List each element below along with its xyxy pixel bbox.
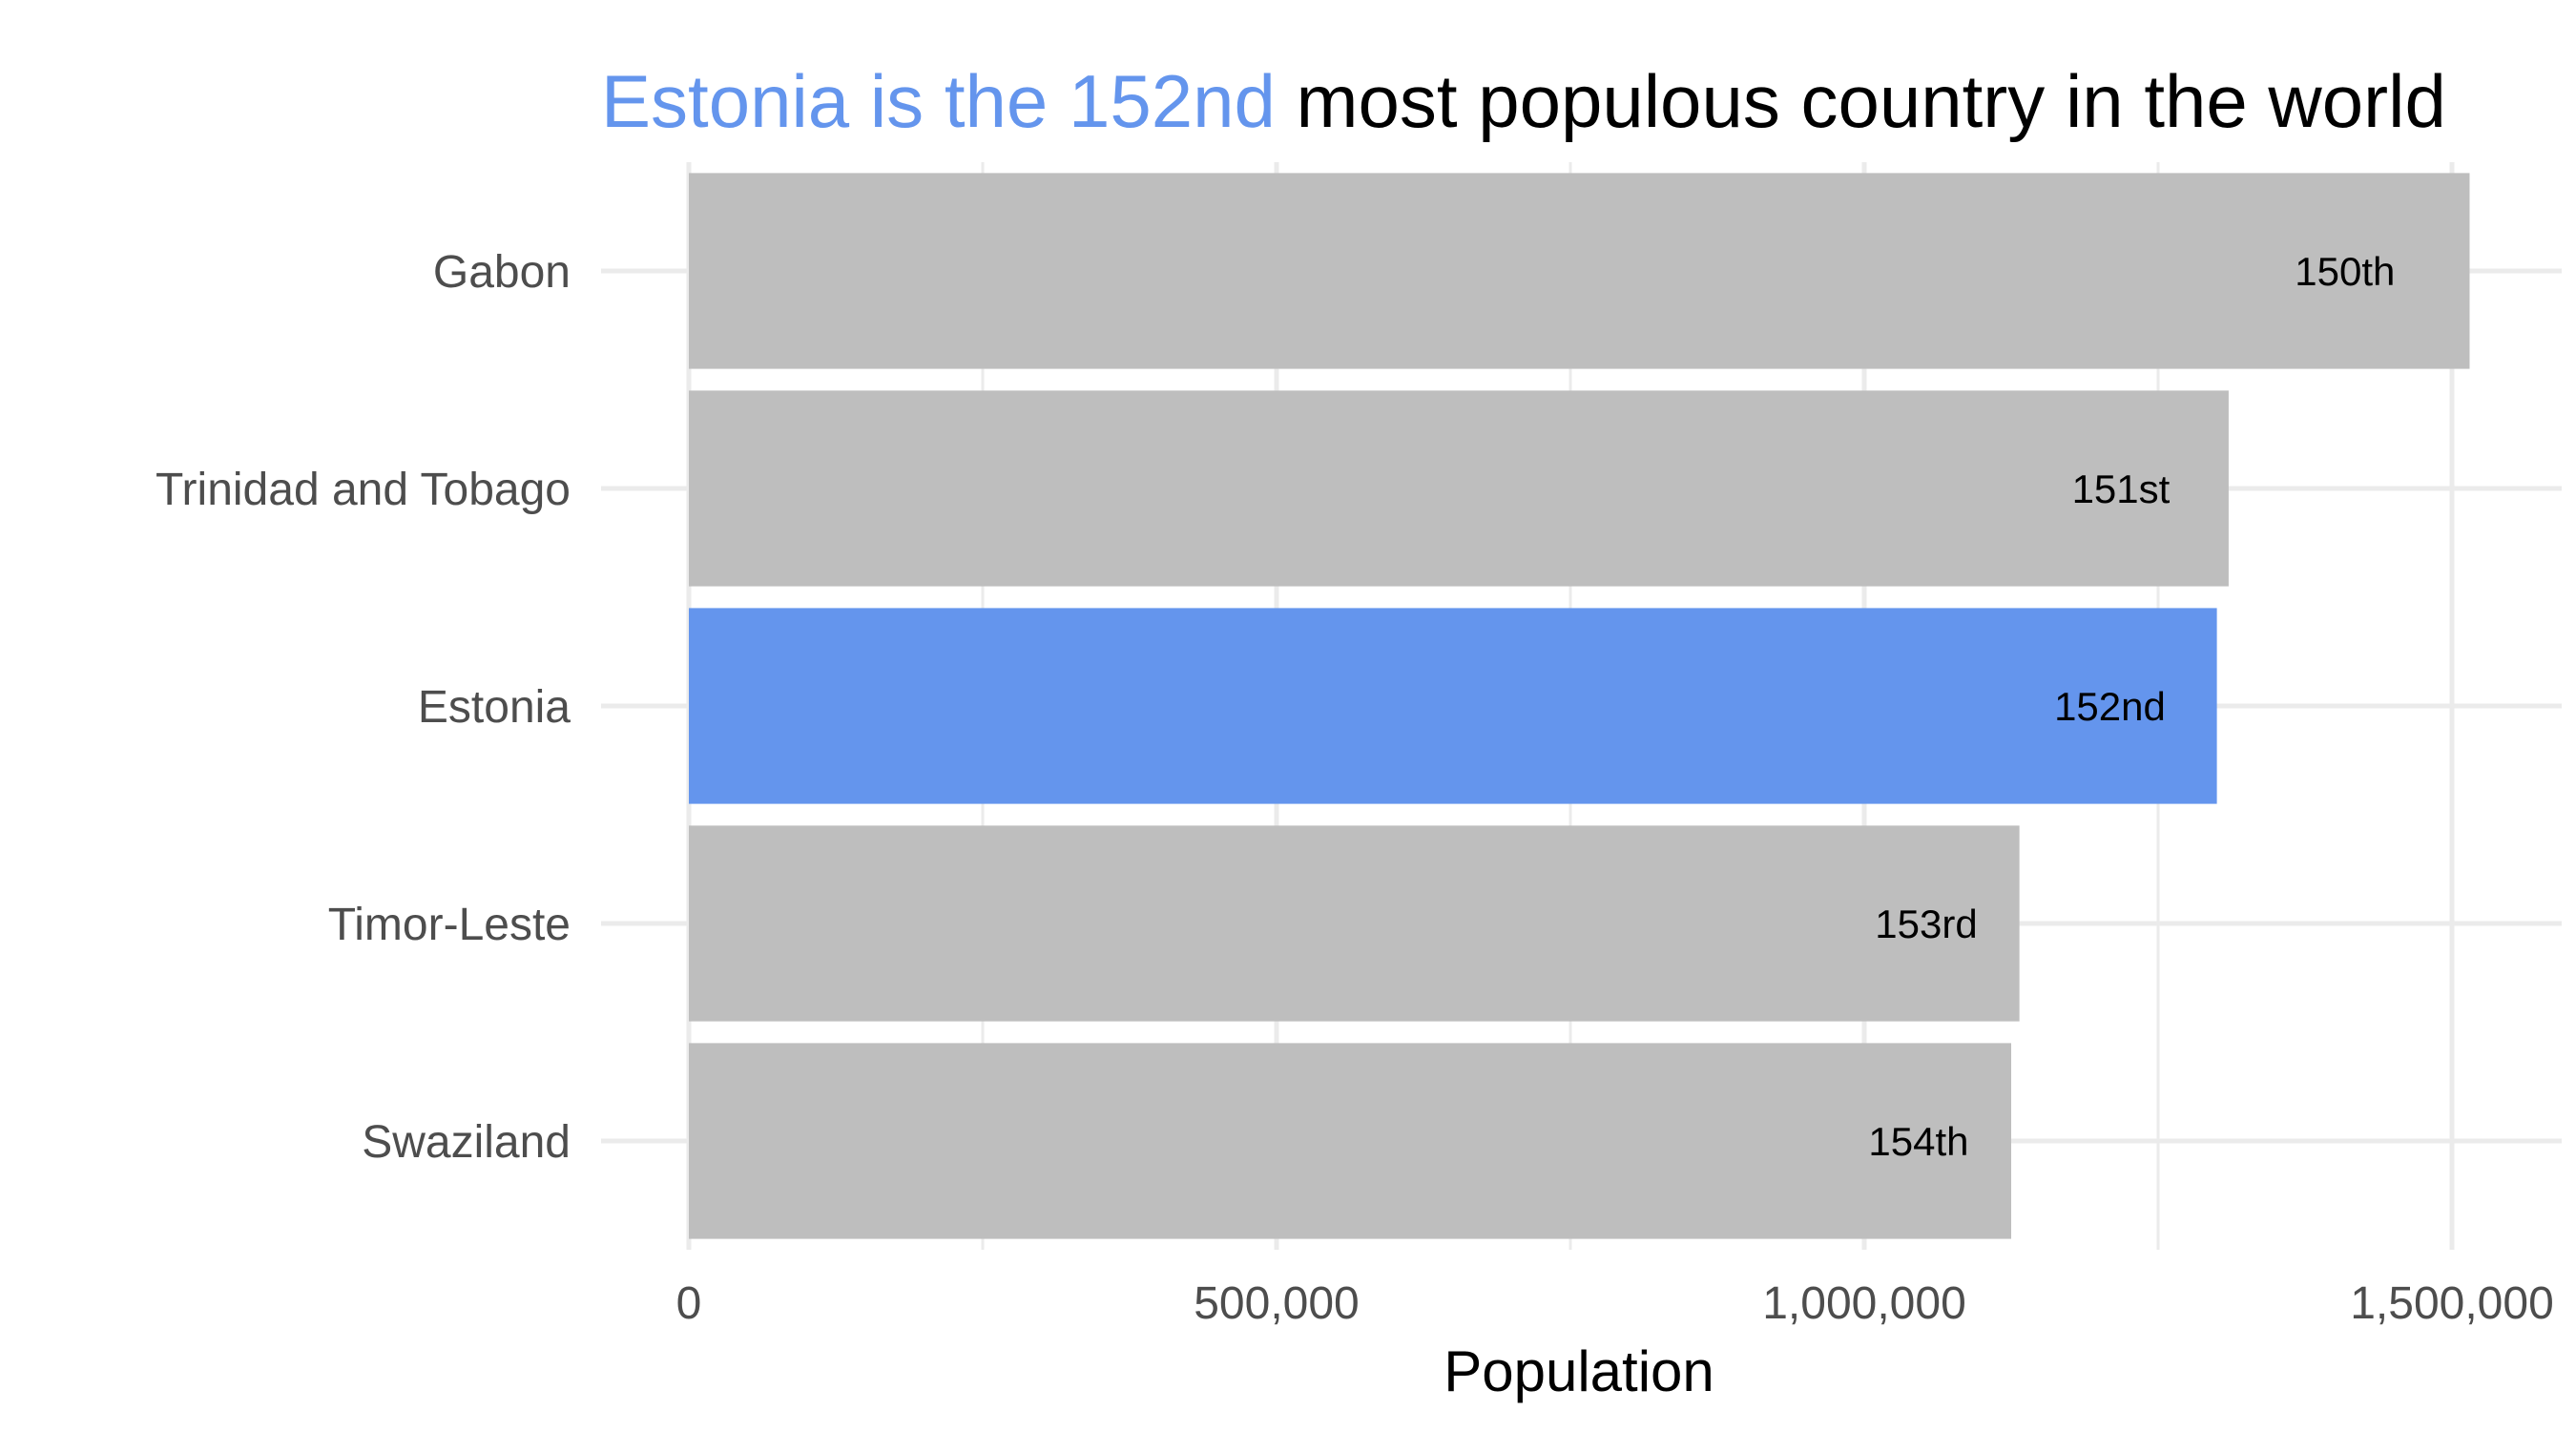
chart-title: Estonia is the 152nd most populous count…: [601, 59, 2446, 143]
x-axis: 0 500,000 1,000,000 1,500,000: [676, 1278, 2554, 1329]
bar: [689, 1043, 2011, 1239]
y-axis: Gabon Trinidad and Tobago Estonia Timor-Les…: [156, 247, 571, 1168]
y-tick-label: Timor-Leste: [328, 900, 571, 950]
bar: [689, 173, 2470, 369]
x-tick-label: 1,000,000: [1762, 1278, 1966, 1329]
y-tick-label: Trinidad and Tobago: [156, 465, 571, 515]
bar-data-label: 154th: [1868, 1119, 1968, 1164]
y-tick-label: Swaziland: [362, 1117, 571, 1168]
bar-data-label: 152nd: [2054, 684, 2166, 729]
chart-title-rest: most populous country in the world: [1276, 59, 2446, 143]
bar: [689, 608, 2217, 804]
bars: [689, 173, 2470, 1239]
chart-title-highlight: Estonia is the 152nd: [601, 59, 1276, 143]
bar-data-label: 153rd: [1875, 902, 1977, 946]
bar-data-label: 151st: [2072, 467, 2171, 511]
data-labels: 150th 151st 152nd 153rd 154th: [1868, 249, 2395, 1164]
bar: [689, 825, 2020, 1022]
x-tick-label: 0: [676, 1278, 702, 1329]
y-tick-label: Estonia: [418, 682, 571, 733]
bar-data-label: 150th: [2295, 249, 2395, 294]
x-tick-label: 1,500,000: [2350, 1278, 2554, 1329]
x-axis-title: Population: [1444, 1339, 1714, 1403]
x-tick-label: 500,000: [1194, 1278, 1360, 1329]
y-tick-label: Gabon: [433, 247, 571, 298]
bar: [689, 390, 2229, 587]
